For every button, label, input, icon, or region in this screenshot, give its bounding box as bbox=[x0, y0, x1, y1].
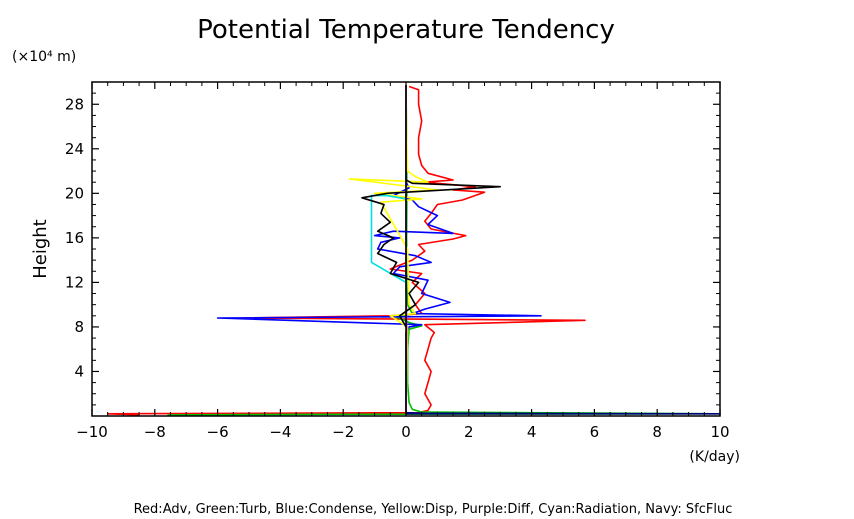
y-tick-label-1: 8 bbox=[74, 318, 84, 336]
y-axis-label: Height bbox=[30, 219, 51, 279]
x-tick-label-10: 10 bbox=[710, 423, 729, 441]
x-tick-label-8: 6 bbox=[590, 423, 600, 441]
y-scale-label: (×10⁴ m) bbox=[12, 49, 76, 65]
x-tick-label-7: 4 bbox=[527, 423, 537, 441]
chart-title: Potential Temperature Tendency bbox=[197, 15, 615, 45]
series-layer bbox=[106, 84, 721, 416]
y-tick-label-2: 12 bbox=[65, 273, 84, 291]
x-tick-label-0: −10 bbox=[76, 423, 108, 441]
series-line-5 bbox=[370, 194, 407, 284]
x-tick-label-4: −2 bbox=[332, 423, 354, 441]
x-tick-label-1: −8 bbox=[144, 423, 166, 441]
x-tick-label-2: −6 bbox=[207, 423, 229, 441]
y-tick-label-4: 20 bbox=[65, 184, 84, 202]
series-line-3 bbox=[348, 84, 439, 414]
x-axis-label: (K/day) bbox=[689, 449, 740, 465]
series-line-0 bbox=[106, 85, 586, 416]
series-line-2 bbox=[216, 85, 542, 414]
series-line-8 bbox=[361, 179, 501, 328]
y-tick-label-3: 16 bbox=[65, 229, 84, 247]
legend-text: Red:Adv, Green:Turb, Blue:Condense, Yell… bbox=[134, 502, 733, 517]
x-tick-label-9: 8 bbox=[652, 423, 662, 441]
x-tick-label-3: −4 bbox=[269, 423, 291, 441]
x-tick-label-6: 2 bbox=[464, 423, 474, 441]
series-line-1 bbox=[167, 85, 721, 416]
y-tick-label-0: 4 bbox=[74, 362, 84, 380]
y-tick-label-6: 28 bbox=[65, 95, 84, 113]
x-tick-label-5: 0 bbox=[401, 423, 411, 441]
y-tick-label-5: 24 bbox=[65, 140, 84, 158]
